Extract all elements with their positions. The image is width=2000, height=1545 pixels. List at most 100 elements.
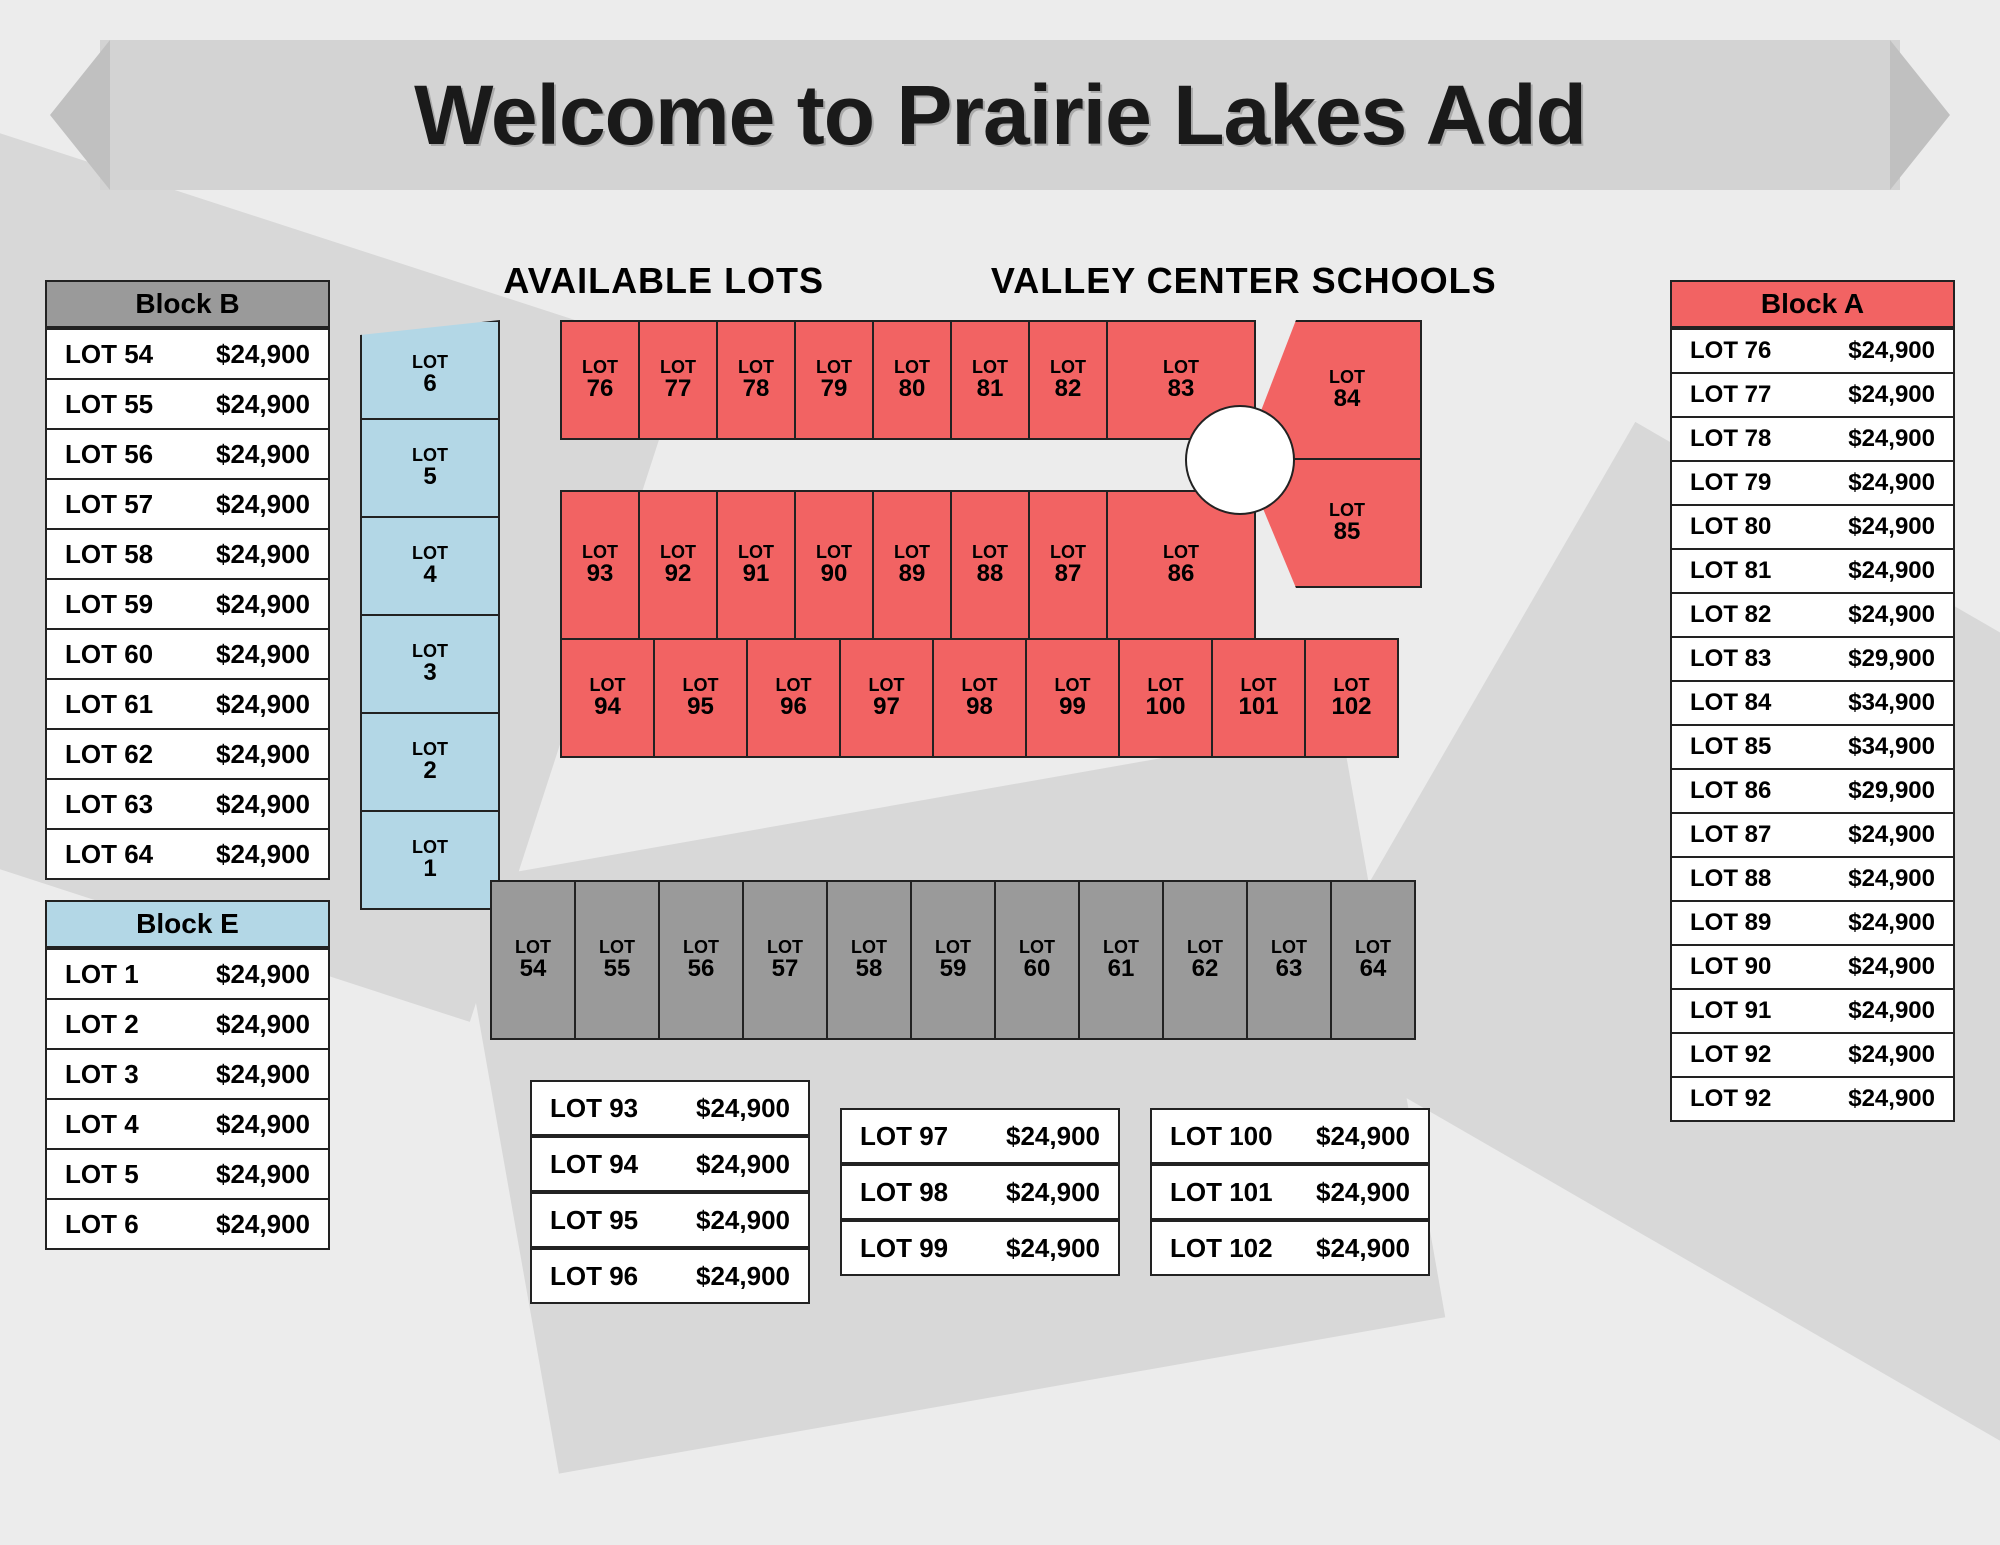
lot-id: LOT 87: [1690, 821, 1771, 849]
lot-id: LOT 82: [1690, 601, 1771, 629]
lot-id: LOT 63: [65, 789, 153, 820]
lot-id: LOT 86: [1690, 777, 1771, 805]
lot-id: LOT 98: [860, 1177, 948, 1208]
price-row: LOT 6$24,900: [45, 1198, 330, 1250]
map-lot-61: LOT61: [1078, 880, 1164, 1040]
lot-id: LOT 85: [1690, 733, 1771, 761]
price-row: LOT 92$24,900: [1670, 1076, 1955, 1122]
price-row: LOT 58$24,900: [45, 528, 330, 580]
lot-price: $24,900: [1848, 557, 1935, 585]
lot-price: $24,900: [216, 739, 310, 770]
map-lot-56: LOT56: [658, 880, 744, 1040]
lot-id: LOT 1: [65, 959, 139, 990]
lot-id: LOT 95: [550, 1205, 638, 1236]
price-row: LOT 93$24,900: [530, 1080, 810, 1136]
lot-price: $24,900: [216, 439, 310, 470]
lot-id: LOT 59: [65, 589, 153, 620]
lot-price: $24,900: [1848, 997, 1935, 1025]
lot-id: LOT 56: [65, 439, 153, 470]
map-lot-100: LOT100: [1118, 638, 1213, 758]
block-a-header: Block A: [1670, 280, 1955, 328]
lot-price: $24,900: [216, 789, 310, 820]
lot-id: LOT 91: [1690, 997, 1771, 1025]
price-row: LOT 92$24,900: [1670, 1032, 1955, 1078]
lot-price: $24,900: [216, 959, 310, 990]
price-row: LOT 86$29,900: [1670, 768, 1955, 814]
lot-price: $24,900: [1848, 425, 1935, 453]
price-row: LOT 76$24,900: [1670, 328, 1955, 374]
price-row: LOT 1 $24,900: [45, 948, 330, 1000]
map-lot-90: LOT90: [794, 490, 874, 640]
lot-id: LOT 80: [1690, 513, 1771, 541]
lot-id: LOT 61: [65, 689, 153, 720]
map-lot-80: LOT80: [872, 320, 952, 440]
lot-price: $24,900: [1848, 337, 1935, 365]
price-row: LOT 62$24,900: [45, 728, 330, 780]
price-row: LOT 87 $24,900: [1670, 812, 1955, 858]
lot-id: LOT 6: [65, 1209, 139, 1240]
lot-id: LOT 96: [550, 1261, 638, 1292]
lot-price: $24,900: [1006, 1121, 1100, 1152]
price-row: LOT 90$24,900: [1670, 944, 1955, 990]
price-row: LOT 57$24,900: [45, 478, 330, 530]
lot-price: $24,900: [1848, 469, 1935, 497]
map-lot-6: LOT6: [360, 320, 500, 420]
subhead-right: VALLEY CENTER SCHOOLS: [991, 260, 1497, 302]
lot-map: LOT6LOT5LOT4LOT3LOT2LOT1 LOT76LOT77LOT78…: [360, 320, 1630, 1500]
map-lot-88: LOT88: [950, 490, 1030, 640]
lot-price: $24,900: [1848, 1041, 1935, 1069]
lot-price: $24,900: [1848, 865, 1935, 893]
lot-price: $24,900: [216, 589, 310, 620]
lot-id: LOT 54: [65, 339, 153, 370]
lot-price: $24,900: [216, 539, 310, 570]
lot-price: $24,900: [216, 1159, 310, 1190]
lot-id: LOT 79: [1690, 469, 1771, 497]
lot-price: $24,900: [1848, 1085, 1935, 1113]
map-lot-92: LOT92: [638, 490, 718, 640]
map-lot-63: LOT63: [1246, 880, 1332, 1040]
lot-id: LOT 83: [1690, 645, 1771, 673]
lot-price: $24,900: [216, 389, 310, 420]
lot-id: LOT 64: [65, 839, 153, 870]
lot-id: LOT 81: [1690, 557, 1771, 585]
lot-price: $24,900: [696, 1205, 790, 1236]
price-row: LOT 83$29,900: [1670, 636, 1955, 682]
lot-price: $24,900: [1006, 1177, 1100, 1208]
lot-price: $24,900: [1848, 909, 1935, 937]
price-row: LOT 97$24,900: [840, 1108, 1120, 1164]
map-lot-102: LOT102: [1304, 638, 1399, 758]
lot-price: $24,900: [1848, 821, 1935, 849]
map-lot-99: LOT99: [1025, 638, 1120, 758]
lot-price: $24,900: [1848, 381, 1935, 409]
map-lot-59: LOT59: [910, 880, 996, 1040]
block-b-header: Block B: [45, 280, 330, 328]
map-lot-64: LOT64: [1330, 880, 1416, 1040]
lot-price: $24,900: [216, 339, 310, 370]
price-row: LOT 78$24,900: [1670, 416, 1955, 462]
lot-price: $24,900: [1848, 601, 1935, 629]
map-lot-2: LOT2: [360, 712, 500, 812]
lot-id: LOT 100: [1170, 1121, 1273, 1152]
map-lot-4: LOT4: [360, 516, 500, 616]
lot-id: LOT 89: [1690, 909, 1771, 937]
left-price-column: Block B LOT 54$24,900LOT 55$24,900LOT 56…: [45, 280, 330, 1250]
price-row: LOT 100$24,900: [1150, 1108, 1430, 1164]
price-row: LOT 81 $24,900: [1670, 548, 1955, 594]
price-row: LOT 84$34,900: [1670, 680, 1955, 726]
price-row: LOT 94$24,900: [530, 1136, 810, 1192]
map-lot-87: LOT87: [1028, 490, 1108, 640]
price-row: LOT 55$24,900: [45, 378, 330, 430]
map-lot-1: LOT1: [360, 810, 500, 910]
lot-id: LOT 57: [65, 489, 153, 520]
map-lot-60: LOT60: [994, 880, 1080, 1040]
price-row: LOT 85$34,900: [1670, 724, 1955, 770]
map-lot-57: LOT57: [742, 880, 828, 1040]
price-row: LOT 63 $24,900: [45, 778, 330, 830]
lot-price: $24,900: [216, 839, 310, 870]
map-lot-79: LOT79: [794, 320, 874, 440]
map-lot-5: LOT5: [360, 418, 500, 518]
lot-price: $24,900: [696, 1149, 790, 1180]
map-lot-76: LOT76: [560, 320, 640, 440]
lot-price: $34,900: [1848, 689, 1935, 717]
map-lot-54: LOT54: [490, 880, 576, 1040]
